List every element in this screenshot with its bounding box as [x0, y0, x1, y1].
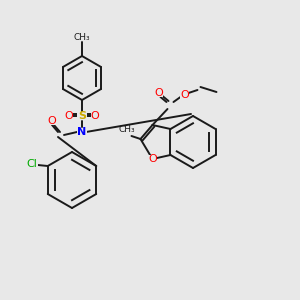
Text: O: O [180, 90, 189, 100]
FancyBboxPatch shape [65, 112, 73, 120]
FancyBboxPatch shape [154, 89, 163, 97]
FancyBboxPatch shape [26, 160, 38, 169]
Text: N: N [77, 127, 87, 137]
Text: O: O [91, 111, 99, 121]
FancyBboxPatch shape [148, 155, 158, 163]
FancyBboxPatch shape [77, 128, 87, 136]
Text: O: O [48, 116, 56, 126]
FancyBboxPatch shape [91, 112, 99, 120]
Text: O: O [64, 111, 74, 121]
Text: O: O [154, 88, 163, 98]
FancyBboxPatch shape [77, 112, 87, 120]
FancyBboxPatch shape [180, 91, 189, 99]
Text: Cl: Cl [26, 159, 37, 169]
Text: S: S [78, 111, 86, 121]
FancyBboxPatch shape [47, 117, 56, 125]
Text: CH₃: CH₃ [74, 32, 90, 41]
Text: O: O [148, 154, 157, 164]
Text: CH₃: CH₃ [118, 125, 135, 134]
